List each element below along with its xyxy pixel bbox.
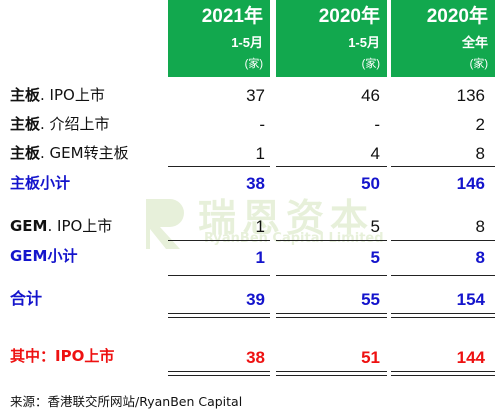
cell-of-which-ipo-2020-full: 144: [456, 348, 485, 367]
subtotal-rule: [168, 240, 270, 241]
cell-of-which-ipo-2021: 38: [246, 348, 265, 367]
source-note: 来源：香港联交所网站/RyanBen Capital: [10, 394, 243, 409]
cell-gem-subtotal-2021: 1: [255, 248, 265, 267]
cell-main-intro-2020-full: 2: [475, 115, 485, 134]
row-label-main-ipo: 主板. IPO上市: [10, 88, 105, 103]
header-year: 2021年: [201, 6, 263, 27]
row-label-suffix: . IPO上市: [47, 217, 113, 235]
header-unit: (家): [469, 58, 488, 70]
cell-main-gem-2020-full: 8: [475, 144, 485, 163]
header-col-2020-full-year: 2020年 全年 (家): [391, 0, 495, 77]
subtotal-rule: [276, 166, 387, 167]
header-period: 全年: [461, 35, 488, 50]
cell-gem-ipo-2020-ytd: 5: [370, 217, 380, 236]
ryanben-watermark: 瑞恩资本 RyanBen Capital Limited: [140, 185, 400, 265]
cell-main-ipo-2020-full: 136: [456, 86, 485, 105]
row-label-prefix: GEM: [10, 217, 48, 235]
row-label-suffix: . IPO上市: [40, 86, 105, 104]
header-year: 2020年: [318, 6, 380, 27]
row-label-of-which-ipo: 其中：IPO上市: [10, 347, 115, 365]
cell-main-subtotal-2021: 38: [246, 174, 265, 193]
cell-gem-subtotal-2020-ytd: 5: [370, 248, 380, 267]
row-label-main-intro: 主板. 介绍上市: [10, 117, 110, 132]
cell-total-2020-ytd: 55: [361, 290, 380, 309]
cell-gem-subtotal-2020-full: 8: [475, 248, 485, 267]
row-label-suffix: . 介绍上市: [40, 115, 110, 133]
ipo-double-rule: [276, 371, 387, 376]
row-label-gem-ipo: GEM. IPO上市: [10, 219, 112, 234]
row-label-gem-subtotal: GEM小计: [10, 247, 78, 265]
header-unit: (家): [361, 58, 380, 70]
row-label-suffix: . GEM转主板: [40, 144, 129, 162]
total-rule: [168, 275, 270, 276]
cell-main-intro-2020-ytd: -: [374, 115, 380, 134]
row-label-main-gem-transfer: 主板. GEM转主板: [10, 146, 129, 161]
subtotal-rule: [168, 166, 270, 167]
cell-main-gem-2021: 1: [255, 144, 265, 163]
header-col-2020-jan-may: 2020年 1-5月 (家): [276, 0, 387, 77]
cell-gem-ipo-2020-full: 8: [475, 217, 485, 236]
header-year: 2020年: [426, 6, 488, 27]
cell-main-ipo-2020-ytd: 46: [361, 86, 380, 105]
total-rule: [276, 275, 387, 276]
cell-main-intro-2021: -: [259, 115, 265, 134]
ryanben-logo-icon: [146, 199, 184, 249]
cell-gem-ipo-2021: 1: [255, 217, 265, 236]
total-double-rule: [168, 313, 270, 318]
header-period: 1-5月: [348, 35, 380, 50]
subtotal-rule: [391, 166, 495, 167]
total-double-rule: [391, 313, 495, 318]
header-col-2021-jan-may: 2021年 1-5月 (家): [168, 0, 270, 77]
subtotal-rule: [391, 240, 495, 241]
cell-total-2021: 39: [246, 290, 265, 309]
cell-of-which-ipo-2020-ytd: 51: [361, 348, 380, 367]
row-label-total: 合计: [10, 289, 43, 308]
ipo-double-rule: [168, 371, 270, 376]
cell-main-subtotal-2020-full: 146: [456, 174, 485, 193]
row-label-prefix: 主板: [10, 115, 41, 133]
header-period: 1-5月: [231, 35, 263, 50]
row-label-prefix: 主板: [10, 144, 41, 162]
header-unit: (家): [244, 58, 263, 70]
watermark-title: 瑞恩资本: [198, 196, 375, 240]
cell-main-ipo-2021: 37: [246, 86, 265, 105]
ipo-double-rule: [391, 371, 495, 376]
total-rule: [391, 275, 495, 276]
subtotal-rule: [276, 240, 387, 241]
watermark-subtitle: RyanBen Capital Limited: [204, 231, 384, 246]
row-label-prefix: 主板: [10, 86, 41, 104]
cell-main-subtotal-2020-ytd: 50: [361, 174, 380, 193]
total-double-rule: [276, 313, 387, 318]
cell-total-2020-full: 154: [456, 290, 485, 309]
row-label-main-subtotal: 主板小计: [10, 174, 71, 192]
cell-main-gem-2020-ytd: 4: [370, 144, 380, 163]
